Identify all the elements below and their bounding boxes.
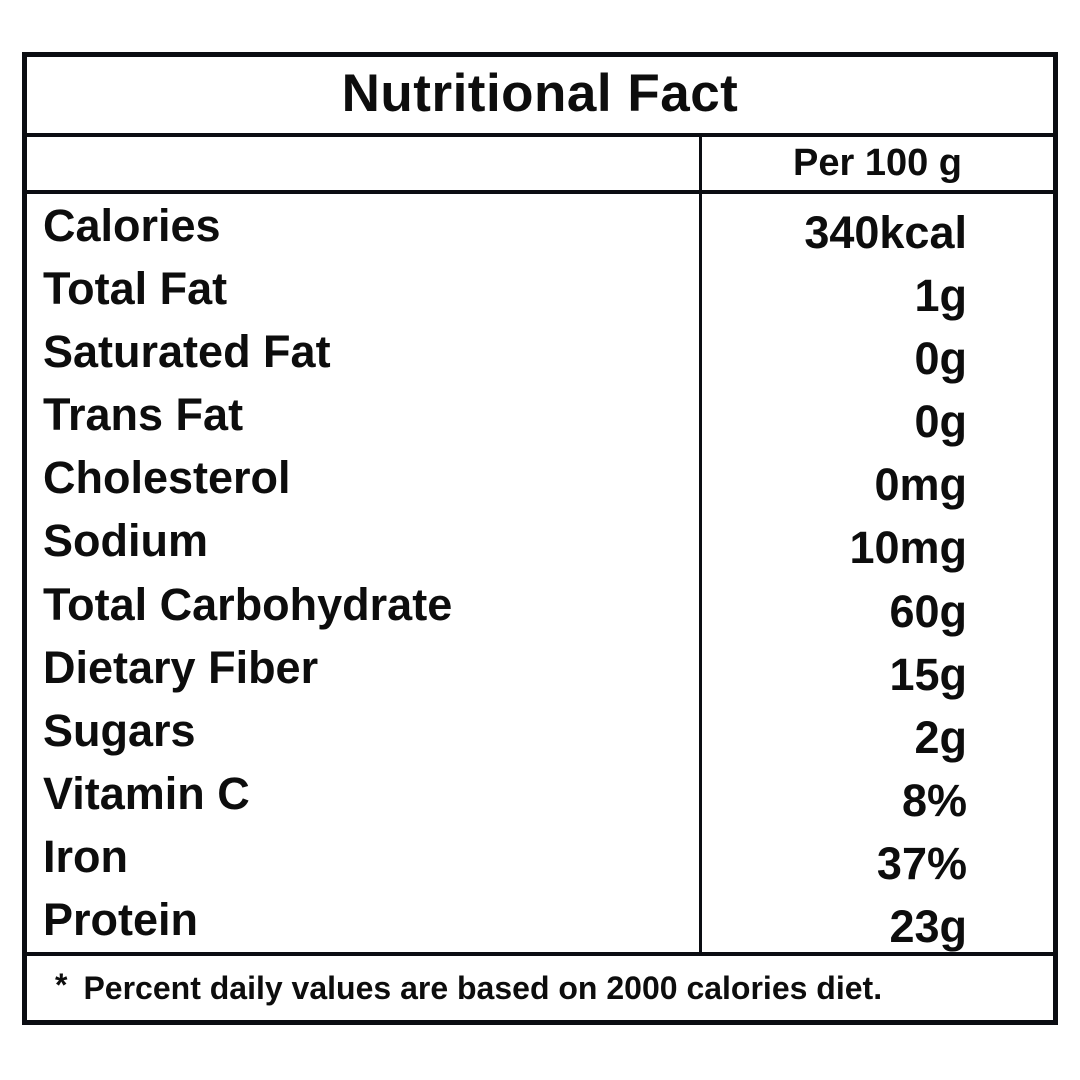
table-row: Iron 37% xyxy=(27,825,1053,890)
nutrient-value-cell: 37% xyxy=(699,825,1053,890)
nutrient-value-cell: 0mg xyxy=(699,446,1053,511)
table-row: Protein 23g xyxy=(27,888,1053,953)
nutrient-value: 0g xyxy=(914,332,967,384)
nutrient-value: 1g xyxy=(914,269,967,321)
nutrient-value-cell: 0g xyxy=(699,320,1053,384)
table-row: Calories 340kcal xyxy=(27,194,1053,258)
nutrient-value-cell: 15g xyxy=(699,636,1053,700)
nutrient-label: Iron xyxy=(43,831,128,883)
nutrient-value-cell: 2g xyxy=(699,699,1053,763)
nutrient-label: Sodium xyxy=(43,515,208,567)
table-row: Total Fat 1g xyxy=(27,257,1053,321)
table-row: Vitamin C 8% xyxy=(27,762,1053,827)
nutrient-value-cell: 10mg xyxy=(699,509,1053,574)
table-row: Dietary Fiber 15g xyxy=(27,636,1053,700)
nutrient-label: Total Carbohydrate xyxy=(43,578,453,630)
header-empty-cell xyxy=(27,137,699,190)
table-row: Cholesterol 0mg xyxy=(27,446,1053,511)
nutrient-value: 15g xyxy=(889,648,967,700)
table-row: Total Carbohydrate 60g xyxy=(27,573,1053,637)
footnote-text: Percent daily values are based on 2000 c… xyxy=(83,969,883,1006)
nutrient-value-cell: 0g xyxy=(699,383,1053,448)
nutrient-value: 2g xyxy=(914,711,967,763)
nutrition-facts-table: Nutritional Fact Per 100 g Calories 340k… xyxy=(22,52,1058,1025)
nutrient-label: Protein xyxy=(43,894,199,946)
table-row: Saturated Fat 0g xyxy=(27,320,1053,384)
table-row: Trans Fat 0g xyxy=(27,383,1053,448)
nutrient-value: 23g xyxy=(889,901,967,953)
nutrient-label: Cholesterol xyxy=(43,452,291,504)
nutrient-label: Vitamin C xyxy=(43,768,250,820)
nutrient-value: 340kcal xyxy=(804,206,967,258)
table-row: Sugars 2g xyxy=(27,699,1053,763)
table-row: Sodium 10mg xyxy=(27,509,1053,574)
nutrient-label: Sugars xyxy=(43,704,196,756)
per-100g-header-label: Per 100 g xyxy=(793,142,962,184)
footnote-asterisk: * xyxy=(55,966,68,1003)
nutrient-label: Saturated Fat xyxy=(43,325,331,377)
nutrient-value: 10mg xyxy=(849,522,967,574)
nutrient-label: Total Fat xyxy=(43,262,228,314)
nutrient-value: 60g xyxy=(889,585,967,637)
nutrient-value-cell: 340kcal xyxy=(699,194,1053,258)
table-header-row: Per 100 g xyxy=(27,137,1053,194)
table-title: Nutritional Fact xyxy=(341,63,739,123)
table-body: Calories 340kcal Total Fat 1g Saturated … xyxy=(27,194,1053,952)
nutrient-value-cell: 1g xyxy=(699,257,1053,321)
nutrient-value-cell: 23g xyxy=(699,888,1053,953)
table-title-row: Nutritional Fact xyxy=(27,57,1053,137)
nutrient-label: Dietary Fiber xyxy=(43,641,319,693)
nutrient-label: Trans Fat xyxy=(43,389,244,441)
nutrient-label: Calories xyxy=(43,199,221,251)
nutrient-value: 0mg xyxy=(874,459,967,511)
footnote-row: * Percent daily values are based on 2000… xyxy=(27,952,1053,1020)
nutrient-value: 37% xyxy=(876,838,967,890)
nutrient-value-cell: 60g xyxy=(699,573,1053,637)
nutrient-value-cell: 8% xyxy=(699,762,1053,827)
per-100g-header-cell: Per 100 g xyxy=(699,137,1053,190)
nutrient-value: 8% xyxy=(901,775,967,827)
nutrient-value: 0g xyxy=(914,396,967,448)
